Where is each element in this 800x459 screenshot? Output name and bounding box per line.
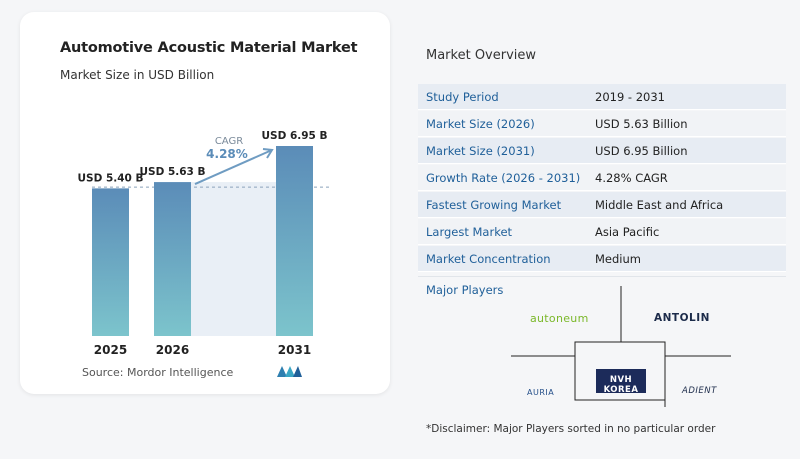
- major-players-title: Major Players: [426, 283, 504, 297]
- overview-row-study-period: Study Period 2019 - 2031: [418, 84, 786, 110]
- disclaimer: *Disclaimer: Major Players sorted in no …: [426, 423, 716, 435]
- antolin-logo: ANTOLIN: [654, 312, 710, 324]
- bar-2026: [154, 182, 191, 336]
- chart-title: Automotive Acoustic Material Market: [60, 40, 358, 56]
- overview-row-fastest-growing: Fastest Growing Market Middle East and A…: [418, 192, 786, 218]
- chart-source: Source: Mordor Intelligence: [82, 366, 234, 379]
- row-label: Fastest Growing Market: [426, 198, 562, 212]
- cagr-arrowhead: [262, 148, 274, 159]
- row-label: Market Size (2031): [426, 144, 535, 158]
- cagr-label: CAGR: [215, 136, 243, 147]
- growth-band: [191, 182, 276, 336]
- row-value: Asia Pacific: [595, 225, 660, 239]
- bar-chart: USD 5.40 B 2025 USD 5.63 B 2026 USD 6.95 B 20…: [77, 130, 330, 357]
- autoneum-logo: autoneum: [530, 312, 589, 325]
- row-value: Middle East and Africa: [595, 198, 724, 212]
- data-label-2026: USD 5.63 B: [139, 166, 205, 178]
- cagr-value: 4.28%: [206, 147, 248, 161]
- mordor-logo-icon: [277, 366, 302, 377]
- data-label-2025: USD 5.40 B: [77, 172, 143, 184]
- row-label: Study Period: [426, 90, 499, 104]
- cagr-arrow: [194, 149, 273, 186]
- x-tick-2031: 2031: [278, 343, 311, 357]
- overview-title: Market Overview: [426, 48, 537, 63]
- row-value: USD 6.95 Billion: [595, 144, 688, 158]
- data-label-2031: USD 6.95 B: [261, 130, 327, 142]
- auria-logo: AURIA: [527, 388, 555, 397]
- players-divider: [418, 276, 786, 277]
- overview-row-concentration: Market Concentration Medium: [418, 246, 786, 272]
- overview-row-market-size-2026: Market Size (2026) USD 5.63 Billion: [418, 111, 786, 137]
- x-tick-2026: 2026: [156, 343, 189, 357]
- bar-2025: [92, 188, 129, 336]
- adient-logo: ADIENT: [682, 386, 717, 396]
- row-value: Medium: [595, 252, 641, 266]
- row-label: Growth Rate (2026 - 2031): [426, 171, 581, 185]
- overview-row-growth-rate: Growth Rate (2026 - 2031) 4.28% CAGR: [418, 165, 786, 191]
- overview-row-market-size-2031: Market Size (2031) USD 6.95 Billion: [418, 138, 786, 164]
- row-value: USD 5.63 Billion: [595, 117, 688, 131]
- nvh-korea-logo: NVH KOREA: [596, 369, 646, 395]
- row-label: Market Size (2026): [426, 117, 535, 131]
- bar-2031: [276, 146, 313, 336]
- market-overview-panel: Market Overview Study Period 2019 - 2031…: [410, 12, 786, 452]
- chart-subtitle: Market Size in USD Billion: [60, 68, 215, 82]
- row-value: 2019 - 2031: [595, 90, 665, 104]
- x-tick-2025: 2025: [94, 343, 127, 357]
- row-label: Market Concentration: [426, 252, 551, 266]
- row-label: Largest Market: [426, 225, 513, 239]
- overview-row-largest-market: Largest Market Asia Pacific: [418, 219, 786, 245]
- row-value: 4.28% CAGR: [595, 171, 668, 185]
